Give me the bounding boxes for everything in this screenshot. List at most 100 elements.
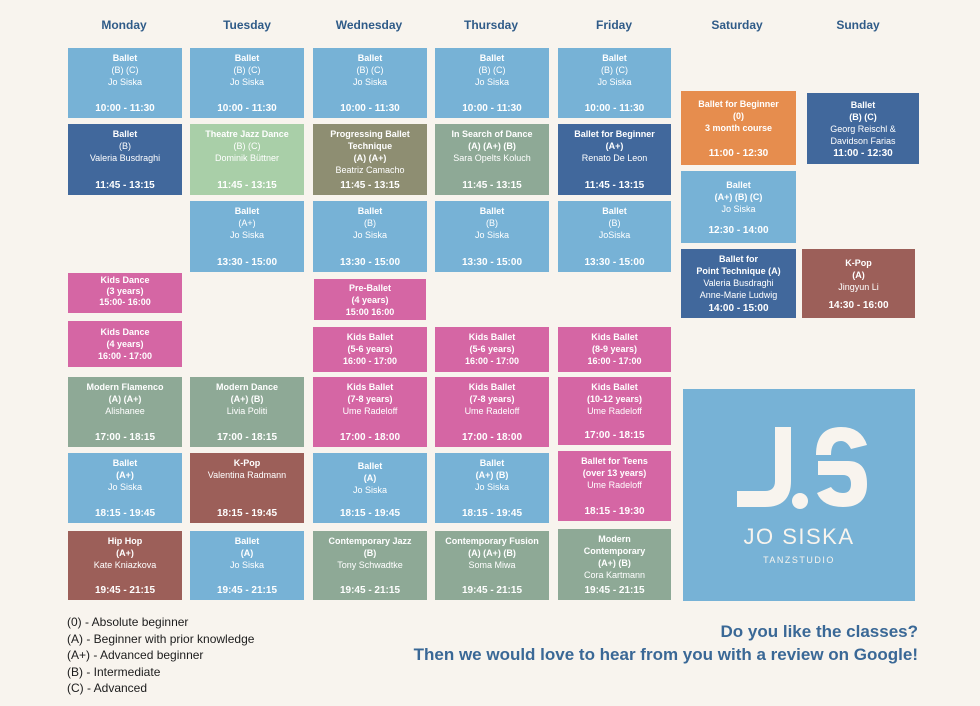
class-level: (B) (C) (601, 65, 628, 75)
class-title: Ballet for (718, 254, 758, 264)
class-teacher: Ume Radeloff (587, 406, 642, 416)
class-title: Modern Flamenco (86, 382, 164, 392)
class-teacher: Ume Radeloff (464, 406, 520, 416)
class-teacher: Jo Siska (352, 230, 387, 240)
class-time: 13:30 - 15:00 (339, 257, 401, 268)
class-title: K-Pop (845, 258, 872, 268)
class-level: (0) (733, 111, 744, 121)
class-teacher: Jo Siska (474, 230, 509, 240)
class-time: 15:00 16:00 (345, 307, 395, 317)
studio-name: JO SISKA (743, 524, 855, 549)
class-title: Hip Hop (107, 536, 143, 546)
studio-logo: JO SISKA TANZSTUDIO (683, 389, 915, 601)
class-teacher: Livia Politi (226, 406, 268, 416)
class-level: (4 years) (106, 339, 144, 349)
class-time: 17:00 - 18:00 (461, 432, 523, 443)
class-teacher: Jo Siska (352, 485, 387, 495)
class-title: Ballet (726, 180, 751, 190)
class-card: Ballet (A+) Jo Siska 18:15 - 19:45 (68, 453, 182, 523)
legend-item: (0) - Absolute beginner (67, 615, 189, 629)
class-title: Kids Dance (100, 275, 150, 285)
class-title: Ballet (479, 458, 505, 468)
class-card: In Search of Dance (A) (A+) (B) Sara Ope… (435, 124, 549, 195)
class-title: Ballet (602, 206, 627, 216)
class-teacher: Tony Schwadtke (337, 560, 403, 570)
class-level: (4 years) (351, 295, 389, 305)
class-teacher: Jo Siska (352, 77, 387, 87)
day-header-monday: Monday (101, 18, 147, 32)
class-title: Ballet (602, 53, 627, 63)
class-title: Ballet for Beginner (574, 129, 655, 139)
class-level: (A+) (238, 218, 256, 228)
class-level: (B) (C) (356, 65, 384, 75)
class-time: 18:15 - 19:45 (94, 508, 156, 519)
class-teacher: Jo Siska (229, 560, 264, 570)
class-card: Ballet for Beginner (A+) Renato De Leon … (558, 124, 671, 195)
class-title: Ballet (234, 206, 260, 216)
class-time: 19:45 - 21:15 (94, 585, 156, 596)
class-teacher: Jo Siska (721, 204, 756, 214)
class-time: 11:45 - 13:15 (217, 180, 277, 191)
legend-item: (B) - Intermediate (67, 664, 161, 679)
level-legend: (0) - Absolute beginner (A) - Beginner w… (67, 614, 254, 697)
class-title: Ballet (357, 53, 383, 63)
class-title: Ballet (479, 206, 505, 216)
class-note: 3 month course (704, 123, 772, 133)
class-teacher: Jingyun Li (838, 282, 879, 292)
class-card: Ballet (A+) (B) Jo Siska 18:15 - 19:45 (435, 453, 549, 523)
class-level: (A+) (B) (598, 558, 631, 568)
class-title: Ballet for Teens (581, 456, 648, 466)
class-title: Modern (598, 534, 631, 544)
class-title-line2: Technique (347, 141, 393, 151)
class-level: (A) (A+) (353, 153, 387, 163)
class-card: Ballet (B) Jo Siska 13:30 - 15:00 (435, 201, 549, 272)
class-level: (B) (363, 548, 377, 558)
class-level: (A) (A+) (B) (468, 141, 516, 151)
class-card: Ballet (B) JoSiska 13:30 - 15:00 (558, 201, 671, 272)
day-header-saturday: Saturday (711, 18, 763, 32)
class-teacher: Jo Siska (107, 77, 142, 87)
class-card: Ballet (B) (C) Jo Siska 10:00 - 11:30 (190, 48, 304, 118)
class-card: Kids Ballet (5-6 years) 16:00 - 17:00 (313, 327, 427, 372)
class-card: Kids Ballet (8-9 years) 16:00 - 17:00 (558, 327, 671, 372)
class-card: Kids Dance (3 years) 15:00- 16:00 (68, 273, 182, 313)
day-header-wednesday: Wednesday (335, 18, 403, 32)
class-title: Ballet (234, 536, 260, 546)
class-teacher: Sara Opelts Koluch (453, 153, 531, 163)
class-card: Ballet (A) Jo Siska 19:45 - 21:15 (190, 531, 304, 600)
class-time: 11:00 - 12:30 (833, 148, 893, 159)
class-time: 11:45 - 13:15 (584, 180, 645, 191)
class-level: (B) (C) (849, 112, 877, 122)
class-title: Kids Ballet (591, 382, 638, 392)
class-card: Contemporary Jazz (B) Tony Schwadtke 19:… (313, 531, 427, 600)
class-time: 17:00 - 18:15 (216, 432, 278, 443)
class-card: Hip Hop (A+) Kate Kniazkova 19:45 - 21:1… (68, 531, 182, 600)
class-title: Theatre Jazz Dance (205, 129, 289, 139)
class-card: Ballet for Beginner (0) 3 month course 1… (681, 91, 796, 165)
class-time: 16:00 - 17:00 (342, 356, 398, 366)
class-level: (B) (486, 218, 498, 228)
class-title: Ballet for Beginner (698, 99, 779, 109)
class-teacher: Alishanee (105, 406, 145, 416)
class-teacher: Jo Siska (597, 77, 632, 87)
class-time: 13:30 - 15:00 (584, 257, 645, 268)
class-time: 11:45 - 13:15 (462, 180, 522, 191)
class-card: Kids Ballet (10-12 years) Ume Radeloff 1… (558, 377, 671, 445)
class-teacher: Jo Siska (229, 230, 264, 240)
class-teacher: Renato De Leon (581, 153, 648, 163)
class-card: Ballet (B) (C) Georg Reischl & Davidson … (807, 93, 919, 164)
class-title: Ballet (112, 458, 138, 468)
class-teacher: Beatriz Camacho (335, 165, 405, 175)
class-time: 10:00 - 11:30 (217, 103, 277, 114)
promo-line-1: Do you like the classes? (720, 622, 918, 641)
class-time: 17:00 - 18:15 (94, 432, 156, 443)
class-level: (8-9 years) (591, 344, 638, 354)
class-time: 13:30 - 15:00 (216, 257, 278, 268)
class-time: 12:30 - 14:00 (708, 225, 769, 236)
class-level: (A) (240, 548, 254, 558)
class-teacher: Kate Kniazkova (93, 560, 157, 570)
class-card: Contemporary Fusion (A) (A+) (B) Soma Mi… (435, 531, 549, 600)
class-card: Modern Flamenco (A) (A+) Alishanee 17:00… (68, 377, 182, 447)
class-level: (7-8 years) (347, 394, 393, 404)
class-card: Ballet (B) (C) Jo Siska 10:00 - 11:30 (68, 48, 182, 118)
